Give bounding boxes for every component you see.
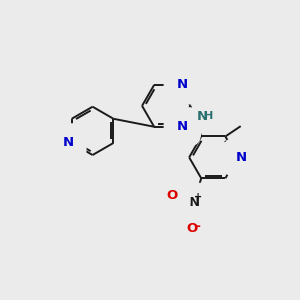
Text: +: + (194, 192, 202, 203)
Text: N: N (197, 110, 208, 123)
Text: N: N (62, 136, 74, 149)
Text: O: O (166, 189, 177, 203)
Text: N: N (177, 78, 188, 92)
Text: N: N (236, 151, 247, 164)
Text: N: N (177, 120, 188, 133)
Text: -: - (196, 220, 201, 233)
Text: H: H (204, 111, 213, 121)
Text: O: O (187, 222, 198, 235)
Text: N: N (188, 196, 200, 209)
